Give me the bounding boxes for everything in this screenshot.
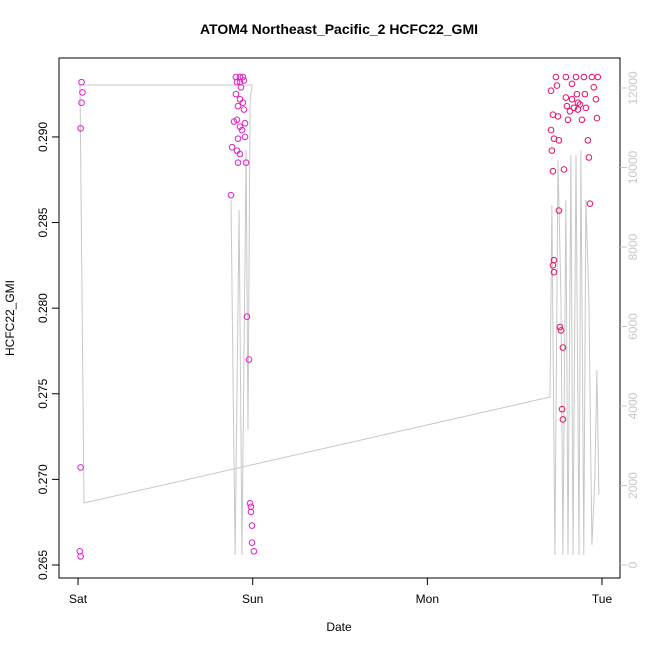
point (549, 167, 557, 175)
point (562, 73, 570, 81)
point (562, 94, 570, 101)
point (550, 268, 558, 276)
point (239, 73, 247, 81)
point (77, 553, 84, 560)
point (239, 99, 247, 106)
point (238, 126, 246, 134)
point (555, 137, 563, 144)
point (236, 150, 244, 158)
point (566, 107, 574, 115)
point (77, 464, 84, 471)
point (581, 90, 589, 98)
point (237, 83, 245, 91)
point (574, 99, 582, 106)
point (580, 73, 588, 81)
point (568, 95, 576, 103)
point (234, 159, 242, 166)
point (572, 73, 580, 81)
point (227, 191, 235, 199)
y-tick-label: 0.270 (36, 464, 50, 494)
point (564, 116, 572, 124)
y2-tick-label: 10000 (626, 151, 640, 185)
point (582, 104, 590, 112)
point (563, 102, 571, 110)
point (584, 137, 592, 144)
point (558, 405, 566, 413)
point (553, 82, 561, 89)
point (245, 356, 253, 363)
y2-tick-label: 12000 (626, 71, 640, 105)
x-tick-label: Sat (69, 592, 88, 606)
point (242, 159, 250, 166)
point (236, 123, 244, 130)
y2-tick-label: 6000 (626, 313, 640, 340)
point (552, 73, 560, 81)
point (77, 125, 84, 132)
y2-tick-label: 2000 (626, 472, 640, 499)
point (559, 344, 567, 351)
point (234, 135, 242, 142)
point (241, 119, 249, 127)
point (568, 80, 576, 88)
x-tick-label: Tue (592, 592, 613, 606)
point (241, 133, 249, 141)
point (247, 508, 255, 516)
y2-tick-label: 4000 (626, 392, 640, 419)
point (240, 77, 248, 84)
point (547, 87, 555, 95)
point (243, 313, 251, 321)
point (549, 262, 557, 269)
point (228, 143, 236, 151)
line-series (79, 84, 600, 556)
point (573, 90, 581, 98)
point (590, 83, 598, 91)
point (559, 416, 567, 423)
point (248, 539, 256, 547)
point (594, 73, 602, 81)
point (560, 166, 568, 173)
point (246, 500, 254, 507)
y-axis-title: HCFC22_GMI (3, 280, 17, 356)
point (556, 323, 564, 331)
x-tick-label: Mon (416, 592, 439, 606)
point (234, 102, 242, 110)
x-tick-label: Sun (242, 592, 263, 606)
point (548, 147, 556, 154)
y-tick-label: 0.290 (36, 122, 50, 152)
point (557, 327, 565, 334)
point (78, 78, 85, 86)
y-tick-label: 0.285 (36, 207, 50, 237)
point (79, 89, 86, 96)
point (555, 207, 563, 214)
point (576, 101, 584, 108)
y2-tick-label: 8000 (626, 233, 640, 260)
y-tick-label: 0.275 (36, 378, 50, 408)
y-tick-label: 0.265 (36, 550, 50, 580)
point (232, 90, 240, 98)
point (78, 99, 85, 106)
point (230, 118, 238, 125)
x-axis-title: Date (326, 620, 352, 634)
point (233, 78, 241, 86)
point (593, 114, 601, 122)
y2-tick-label: 0 (626, 561, 640, 568)
point (570, 104, 578, 112)
chart-title: ATOM4 Northeast_Pacific_2 HCFC22_GMI (200, 21, 478, 37)
point (554, 113, 562, 120)
y-tick-label: 0.280 (36, 293, 50, 323)
plot-frame (58, 57, 621, 579)
point (585, 154, 593, 161)
point (240, 106, 248, 113)
point (592, 95, 600, 103)
point (547, 126, 555, 134)
point (586, 200, 594, 208)
point (248, 522, 256, 529)
point (578, 116, 586, 124)
point (250, 547, 258, 555)
